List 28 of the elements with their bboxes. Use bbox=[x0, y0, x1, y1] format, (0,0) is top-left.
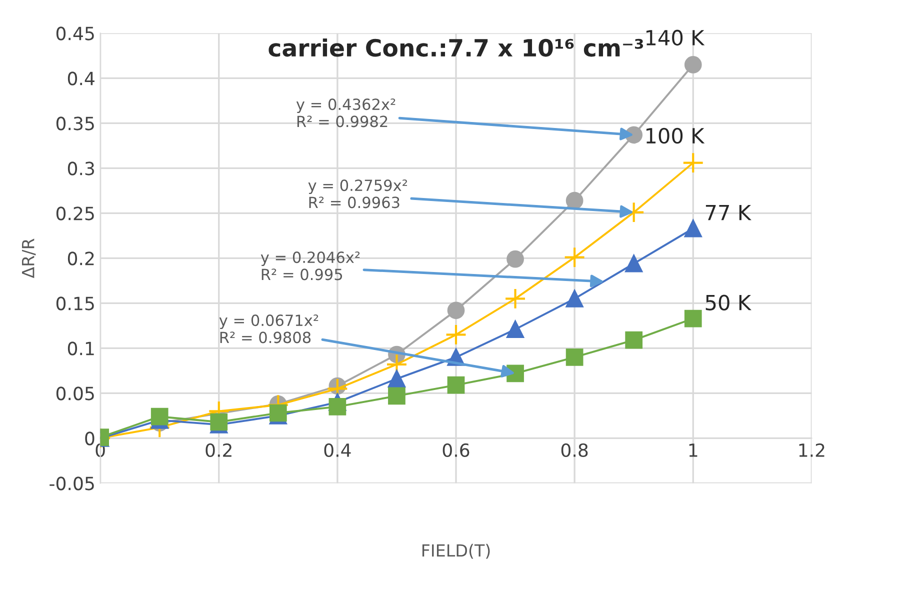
series-label: 50 K bbox=[706, 294, 752, 310]
y-tick-label: 0.05 bbox=[56, 386, 94, 400]
series-label: 77 K bbox=[706, 204, 752, 220]
annotation: y = 0.2759x² R² = 0.9963 bbox=[308, 180, 408, 208]
y-tick-label: 0.3 bbox=[68, 162, 94, 176]
x-tick-label: 0.8 bbox=[561, 443, 588, 458]
x-tick-label: 0.6 bbox=[442, 443, 470, 458]
annotation: y = 0.0671x² R² = 0.9808 bbox=[219, 314, 318, 344]
x-tick-label: 1 bbox=[689, 444, 698, 457]
y-tick-label: 0.2 bbox=[68, 252, 94, 266]
series-label: 100 K bbox=[646, 128, 705, 144]
annotation: y = 0.4362x² R² = 0.9982 bbox=[296, 98, 396, 128]
x-axis-title: FIELD(T) bbox=[422, 544, 490, 559]
y-tick-label: 0.25 bbox=[56, 206, 94, 220]
y-tick-label: 0.4 bbox=[68, 72, 94, 86]
y-tick-label: 0 bbox=[85, 432, 94, 446]
x-tick-label: 1.2 bbox=[799, 443, 824, 457]
x-tick-label: 0.2 bbox=[206, 443, 232, 458]
y-tick-label: 0.15 bbox=[56, 296, 94, 310]
x-tick-label: 0.4 bbox=[324, 443, 351, 458]
y-tick-label: 0.1 bbox=[68, 342, 94, 356]
series-label: 140 K bbox=[646, 30, 705, 46]
y-tick-label: 0.35 bbox=[56, 116, 94, 130]
chart-title: carrier Conc.:7.7 x 10¹⁶ cm⁻³ bbox=[268, 38, 644, 57]
annotation: y = 0.2046x² R² = 0.995 bbox=[260, 252, 360, 280]
y-tick-label: 0.45 bbox=[56, 26, 94, 40]
y-axis-title: ΔR/R bbox=[22, 238, 36, 278]
y-tick-label: -0.05 bbox=[50, 476, 94, 490]
